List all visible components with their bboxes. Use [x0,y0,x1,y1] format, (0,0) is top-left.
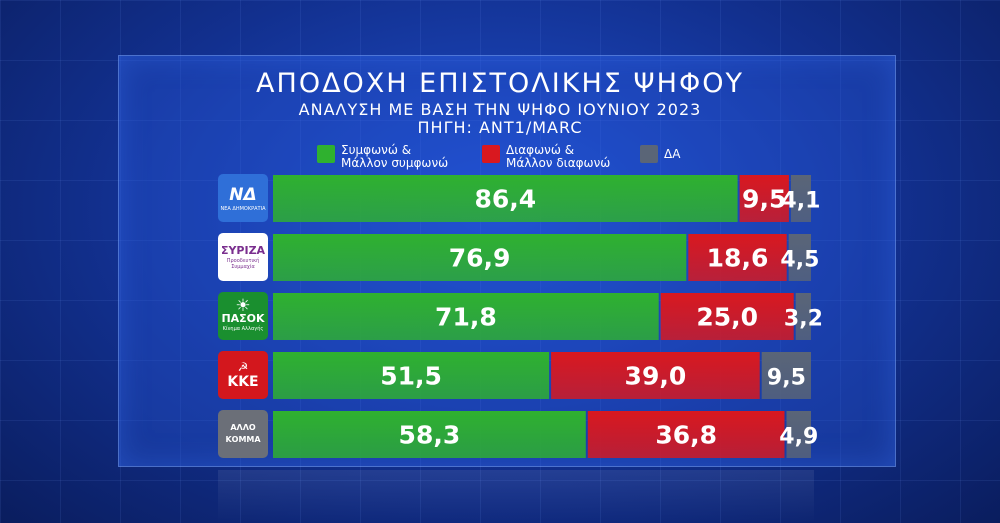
legend-swatch-disagree [482,145,500,163]
nd-logo-icon: ΝΔ [229,184,257,205]
data-label-agree-1: 76,9 [449,244,511,273]
bar-dk-2 [795,293,811,340]
chart-source: ΠΗΓΗ: ΑΝΤ1/MARC [417,118,583,137]
data-label-agree-0: 86,4 [474,185,536,214]
bar-disagree-3 [551,352,760,399]
logo-nd: ΝΔ ΝΕΑ ΔΗΜΟΚΡΑΤΙΑ [218,174,268,222]
logo-pasok: ☀ ΠΑΣΟΚ Κίνημα Αλλαγής [218,292,268,340]
bar-agree-0 [273,175,738,222]
data-label-disagree-3: 39,0 [625,362,687,391]
legend-item-disagree: Διαφωνώ & Μάλλον διαφωνώ [482,144,642,174]
hammer-sickle-icon: ☭ [237,359,249,374]
bar-reflection [218,470,814,523]
bar-disagree-2 [660,293,794,340]
data-label-dk-1: 4,5 [780,248,819,273]
bar-dk-3 [761,352,811,399]
data-label-disagree-1: 18,6 [707,244,769,273]
logo-syriza: ΣΥΡΙΖΑ Προοδευτική Συμμαχία [218,233,268,281]
data-label-disagree-2: 25,0 [696,303,758,332]
logo-nd-sub: ΝΕΑ ΔΗΜΟΚΡΑΤΙΑ [220,205,266,212]
chart-title: ΑΠΟΔΟΧΗ ΕΠΙΣΤΟΛΙΚΗΣ ΨΗΦΟΥ [256,68,744,99]
bar-disagree-4 [587,411,785,458]
legend-label-agree-2: Μάλλον συμφωνώ [341,156,449,170]
bar-agree-4 [273,411,586,458]
data-label-agree-2: 71,8 [435,303,497,332]
legend-item-dk: ΔΑ [640,144,720,174]
bar-agree-2 [273,293,659,340]
bar-agree-3 [273,352,550,399]
pasok-sun-icon: ☀ [235,296,251,316]
logo-pasok-sub: Κίνημα Αλλαγής [222,326,264,332]
legend-item-agree: Συμφωνώ & Μάλλον συμφωνώ [317,144,477,174]
data-label-disagree-0: 9,5 [742,185,786,214]
logo-other: ΑΛΛΟ ΚΟΜΜΑ [218,410,268,458]
bar-agree-1 [273,234,687,281]
legend-label-disagree-1: Διαφωνώ & [506,143,575,157]
legend-label-dk: ΔΑ [664,147,681,161]
bar-dk-1 [788,234,811,281]
data-label-dk-0: 4,1 [781,189,820,214]
kke-logo-icon: ΚΚΕ [227,373,259,390]
bar-disagree-1 [688,234,787,281]
bar-dk-4 [786,411,811,458]
data-label-agree-3: 51,5 [380,362,442,391]
legend-label-agree-1: Συμφωνώ & [341,143,412,157]
syriza-logo-icon: ΣΥΡΙΖΑ [220,244,266,257]
data-label-disagree-4: 36,8 [655,421,717,450]
legend-label-disagree-2: Μάλλον διαφωνώ [506,156,611,170]
bar-disagree-0 [739,175,789,222]
pasok-logo-icon: ΠΑΣΟΚ [221,312,265,325]
logo-kke: ☭ ΚΚΕ [218,351,268,399]
legend-swatch-agree [317,145,335,163]
logo-syriza-sub: Προοδευτική Συμμαχία [226,258,260,270]
other-party-icon: ΑΛΛΟ ΚΟΜΜΑ [225,423,261,444]
legend-swatch-dk [640,145,658,163]
bar-dk-0 [790,175,811,222]
data-label-dk-4: 4,9 [779,425,818,450]
data-label-agree-4: 58,3 [399,421,461,450]
data-label-dk-2: 3,2 [784,307,823,332]
data-label-dk-3: 9,5 [767,366,806,391]
chart-subtitle: ΑΝΑΛΥΣΗ ΜΕ ΒΑΣΗ ΤΗΝ ΨΗΦΟ ΙΟΥΝΙΟΥ 2023 [298,100,702,119]
